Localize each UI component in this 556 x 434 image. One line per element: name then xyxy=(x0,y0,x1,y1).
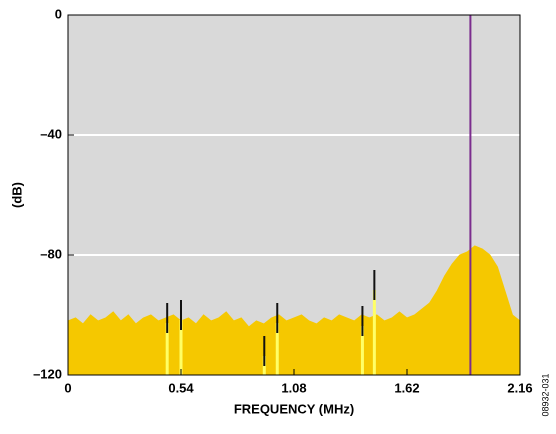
y-tick-label: –80 xyxy=(40,246,62,261)
x-tick-label: 1.08 xyxy=(281,380,306,395)
figure-id: 08932-031 xyxy=(540,373,550,416)
x-tick-label: 0 xyxy=(64,380,71,395)
y-axis-title: (dB) xyxy=(9,182,24,208)
y-tick-label: –120 xyxy=(33,366,62,381)
y-tick-label: –40 xyxy=(40,126,62,141)
x-tick-label: 1.62 xyxy=(394,380,419,395)
x-axis-title: FREQUENCY (MHz) xyxy=(234,401,354,416)
y-tick-label: 0 xyxy=(55,6,62,21)
x-tick-label: 0.54 xyxy=(168,380,194,395)
x-tick-label: 2.16 xyxy=(507,380,532,395)
